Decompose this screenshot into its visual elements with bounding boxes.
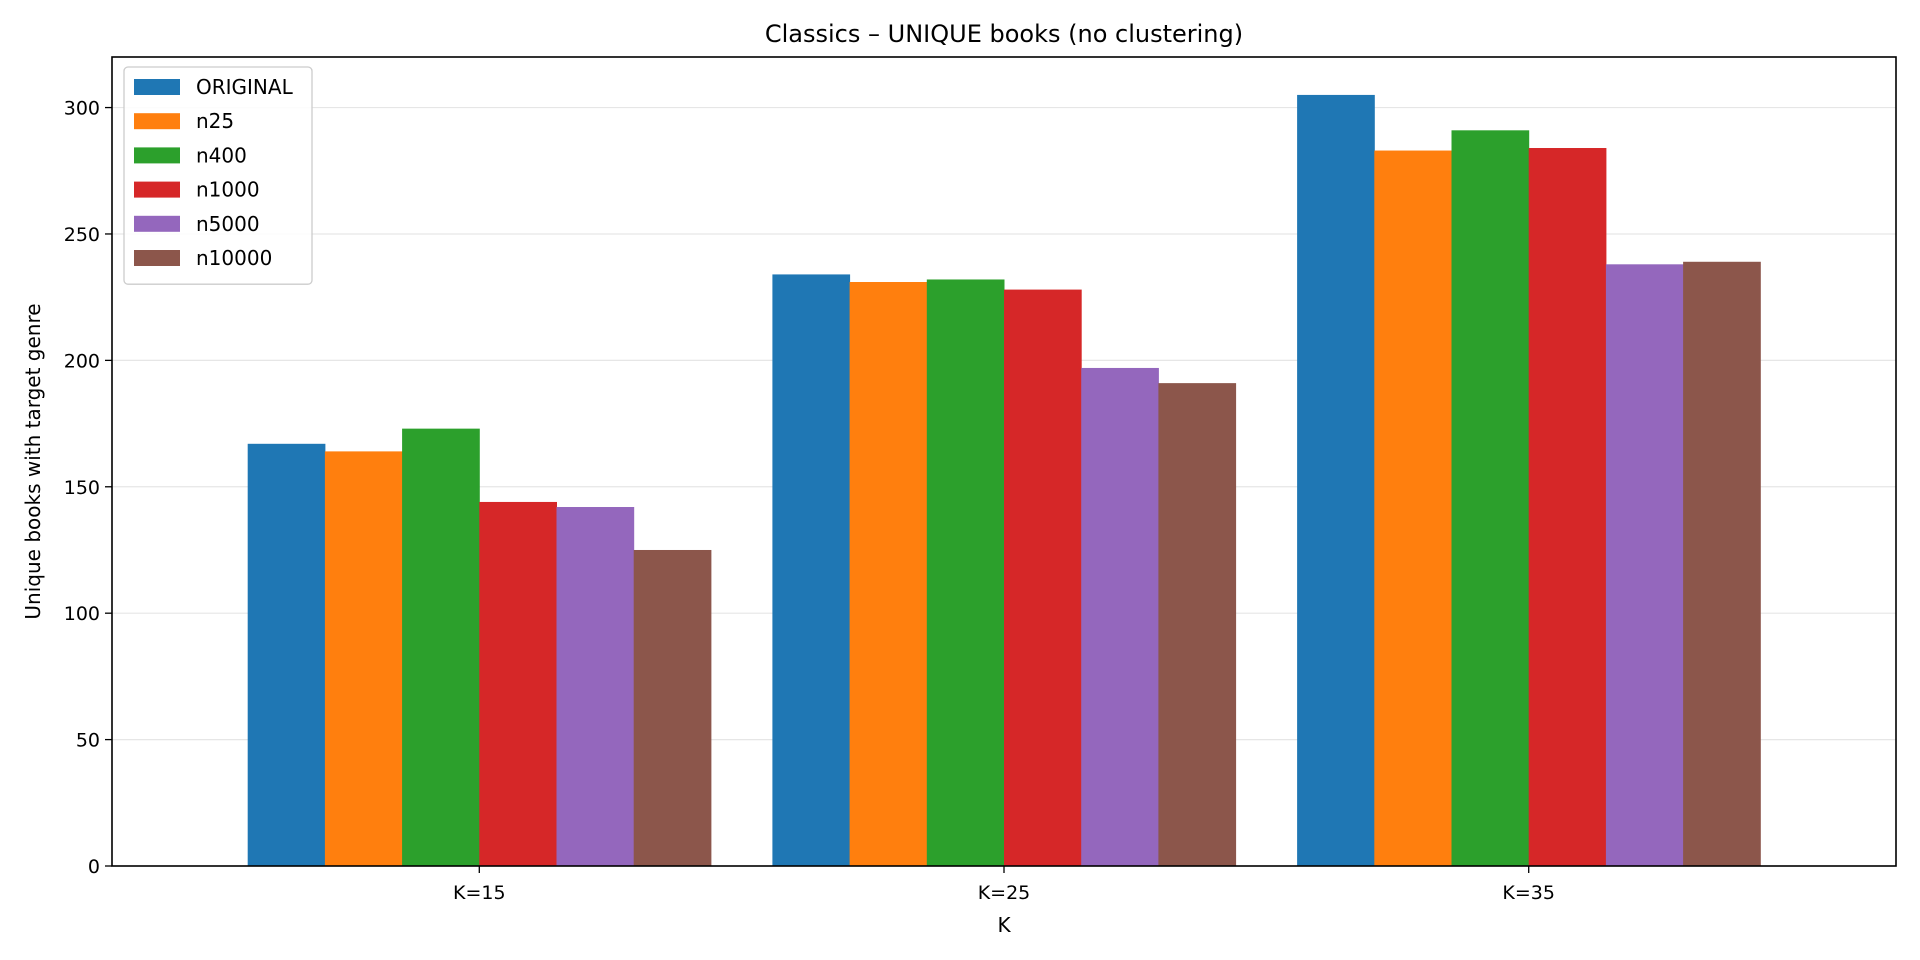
bar-n400-k25	[926, 279, 1005, 867]
y-tick-label: 200	[64, 350, 100, 372]
legend: ORIGINAL n25 n400 n1000 n5000 n10000	[123, 66, 313, 285]
legend-swatch	[134, 79, 180, 95]
y-tick-label: 50	[76, 730, 100, 752]
axis-ticks: 0 50 100 150 200 250 300 K=15 K=25 K=35	[64, 98, 1555, 904]
bar-n25-k15	[324, 451, 403, 866]
y-tick-label: 300	[64, 98, 100, 120]
bar-n25-k35	[1374, 150, 1453, 866]
y-axis-label: Unique books with target genre	[21, 303, 45, 619]
bar-n400-k15	[402, 428, 480, 866]
legend-label: n25	[196, 109, 234, 133]
y-tick-label: 250	[64, 224, 100, 246]
legend-swatch	[134, 113, 180, 130]
bar-original-k15	[247, 443, 326, 866]
legend-label: n400	[196, 143, 247, 167]
legend-swatch	[134, 147, 180, 164]
y-tick-label: 100	[64, 603, 100, 625]
x-tick-label: K=35	[1502, 882, 1555, 904]
legend-label: ORIGINAL	[196, 75, 294, 99]
bar-original-k35	[1297, 94, 1375, 866]
x-axis-label: K	[997, 913, 1011, 937]
bar-n1000-k25	[1004, 289, 1082, 866]
bar-n10000-k35	[1683, 261, 1761, 866]
bar-n1000-k15	[479, 501, 557, 866]
legend-label: n1000	[196, 178, 260, 202]
bar-n25-k25	[849, 282, 928, 866]
y-tick-label: 150	[64, 477, 100, 499]
bar-n1000-k35	[1528, 148, 1607, 866]
legend-swatch	[134, 215, 180, 232]
legend-swatch	[134, 250, 180, 266]
bars	[247, 94, 1761, 867]
bar-n5000-k25	[1081, 367, 1159, 866]
y-tick-label: 0	[88, 856, 100, 878]
legend-label: n10000	[196, 246, 272, 270]
bar-original-k25	[772, 274, 851, 866]
bar-n5000-k15	[556, 507, 635, 866]
bar-n5000-k35	[1605, 264, 1684, 866]
bar-n10000-k15	[633, 549, 712, 866]
bar-n10000-k25	[1158, 383, 1237, 866]
x-tick-label: K=25	[978, 882, 1031, 904]
x-tick-label: K=15	[453, 882, 506, 904]
chart-title: Classics – UNIQUE books (no clustering)	[765, 20, 1243, 48]
legend-swatch	[134, 181, 180, 198]
bar-n400-k35	[1451, 130, 1530, 867]
legend-label: n5000	[196, 212, 260, 236]
